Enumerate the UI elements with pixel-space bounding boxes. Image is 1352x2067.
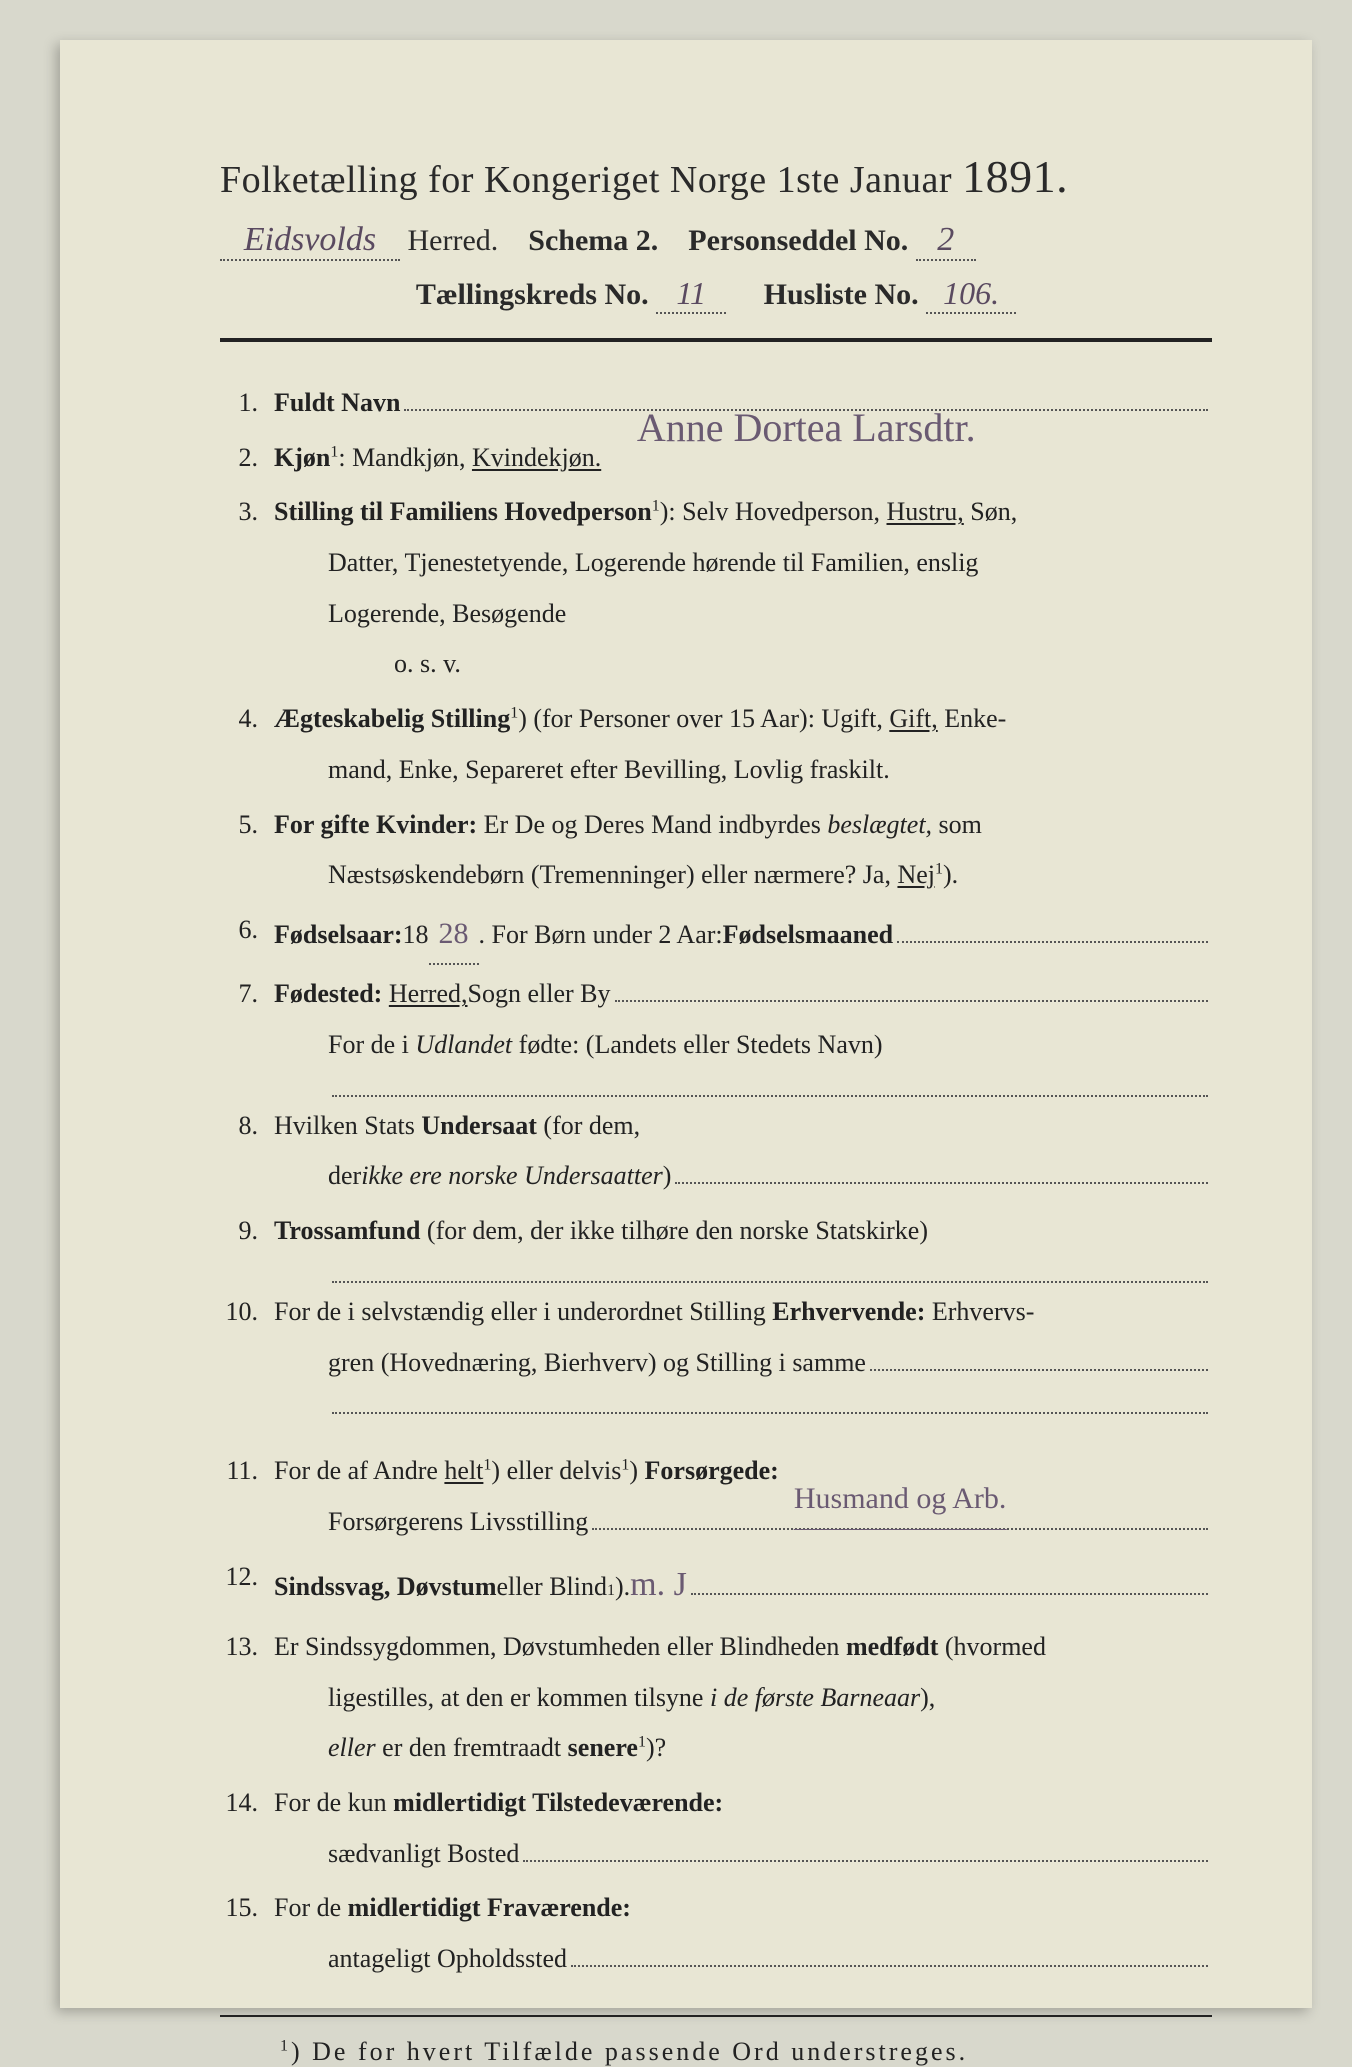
footnote: 1) De for hvert Tilfælde passende Ord un…	[280, 2037, 1212, 2067]
num-8: 8.	[220, 1101, 274, 1202]
document-page: Folketælling for Kongeriget Norge 1ste J…	[60, 40, 1312, 2008]
num-15: 15.	[220, 1883, 274, 1984]
label-6: Fødselsaar:	[274, 910, 403, 961]
item-15: 15. For de midlertidigt Fraværende: anta…	[220, 1883, 1212, 1984]
label-9: Trossamfund	[274, 1216, 420, 1245]
label-5: For gifte Kvinder:	[274, 810, 477, 839]
item-14: 14. For de kun midlertidigt Tilstedevære…	[220, 1778, 1212, 1879]
label-13: medfødt	[846, 1632, 938, 1661]
item-8: 8. Hvilken Stats Undersaat (for dem, der…	[220, 1101, 1212, 1202]
label-15: midlertidigt Fraværende:	[348, 1893, 631, 1922]
label-14: midlertidigt Tilstedeværende:	[393, 1788, 723, 1817]
num-12: 12.	[220, 1552, 274, 1618]
num-7: 7.	[220, 969, 274, 1096]
num-9: 9.	[220, 1206, 274, 1283]
herred-value: Eidsvolds	[244, 221, 376, 258]
nej-underlined: Nej	[897, 860, 935, 889]
label-1: Fuldt Navn	[274, 378, 400, 429]
num-5: 5.	[220, 800, 274, 901]
num-1: 1.	[220, 378, 274, 429]
footer-rule	[220, 2015, 1212, 2017]
kvindekjon-underlined: Kvindekjøn.	[472, 443, 601, 472]
num-11: 11.	[220, 1446, 274, 1547]
personseddel-no: 2	[937, 221, 954, 258]
husliste-no: 106.	[943, 275, 999, 311]
title-prefix: Folketælling for Kongeriget Norge 1ste J…	[220, 159, 952, 201]
label-11: Forsørgede:	[645, 1456, 779, 1485]
item-11: 11. For de af Andre helt1) eller delvis1…	[220, 1446, 1212, 1547]
q12-value: m. J	[630, 1552, 687, 1618]
gift-underlined: Gift,	[889, 704, 937, 733]
num-14: 14.	[220, 1778, 274, 1879]
title-line: Folketælling for Kongeriget Norge 1ste J…	[220, 150, 1212, 203]
item-1: 1. Fuldt Navn Anne Dortea Larsdtr.	[220, 378, 1212, 429]
personseddel-label: Personseddel No.	[688, 224, 908, 257]
form-items: 1. Fuldt Navn Anne Dortea Larsdtr. 2. Kj…	[220, 378, 1212, 1985]
label-2: Kjøn	[274, 443, 330, 472]
num-2: 2.	[220, 433, 274, 484]
schema-label: Schema 2.	[528, 224, 658, 257]
label-3: Stilling til Familiens Hovedperson	[274, 497, 652, 526]
label-8: Undersaat	[421, 1111, 537, 1140]
kreds-label: Tællingskreds No.	[416, 278, 649, 311]
label-4: Ægteskabelig Stilling	[274, 704, 510, 733]
item-4: 4. Ægteskabelig Stilling1) (for Personer…	[220, 694, 1212, 795]
hustru-underlined: Hustru,	[887, 497, 964, 526]
item-6: 6. Fødselsaar: 1828. For Børn under 2 Aa…	[220, 905, 1212, 966]
num-3: 3.	[220, 487, 274, 690]
item-13: 13. Er Sindssygdommen, Døvstumheden elle…	[220, 1622, 1212, 1774]
num-6: 6.	[220, 905, 274, 966]
item-12: 12. Sindssvag, Døvstum eller Blind1). m.…	[220, 1552, 1212, 1618]
header-rule	[220, 338, 1212, 342]
item-3: 3. Stilling til Familiens Hovedperson1):…	[220, 487, 1212, 690]
title-year: 1891.	[962, 151, 1068, 202]
form-header: Folketælling for Kongeriget Norge 1ste J…	[220, 150, 1212, 314]
value-name: Anne Dortea Larsdtr.	[637, 389, 976, 411]
kreds-line: Tællingskreds No. 11 Husliste No. 106.	[220, 275, 1212, 314]
herred-underlined: Herred,	[389, 969, 468, 1020]
label-12: Sindssvag, Døvstum	[274, 1562, 497, 1613]
label-10: Erhvervende:	[772, 1297, 925, 1326]
item-9: 9. Trossamfund (for dem, der ikke tilhør…	[220, 1206, 1212, 1283]
husliste-label: Husliste No.	[764, 278, 919, 311]
item-7: 7. Fødested: Herred, Sogn eller By For d…	[220, 969, 1212, 1096]
forsorger-value: Husmand og Arb.	[794, 1470, 1007, 1530]
kreds-no: 11	[676, 275, 706, 311]
birth-year: 28	[439, 917, 469, 950]
num-13: 13.	[220, 1622, 274, 1774]
herred-label: Herred.	[408, 224, 499, 257]
num-4: 4.	[220, 694, 274, 795]
item-10: 10. For de i selvstændig eller i underor…	[220, 1287, 1212, 1442]
herred-line: Eidsvolds Herred. Schema 2. Personseddel…	[220, 221, 1212, 261]
num-10: 10.	[220, 1287, 274, 1442]
item-5: 5. For gifte Kvinder: Er De og Deres Man…	[220, 800, 1212, 901]
label-7: Fødested:	[274, 969, 382, 1020]
